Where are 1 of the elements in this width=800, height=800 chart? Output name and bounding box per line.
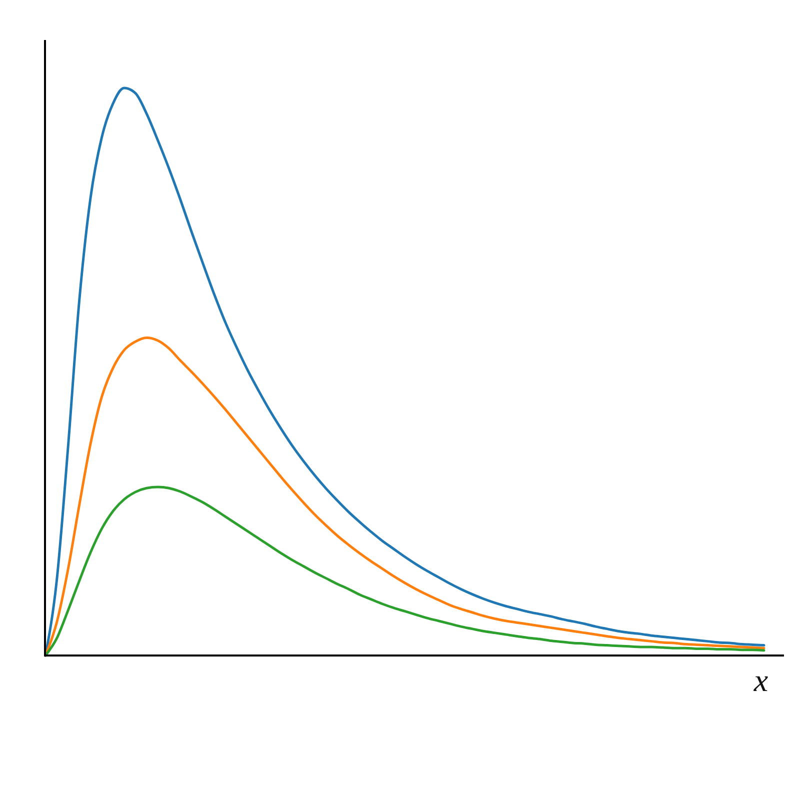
x-axis-title: x [752, 662, 768, 698]
